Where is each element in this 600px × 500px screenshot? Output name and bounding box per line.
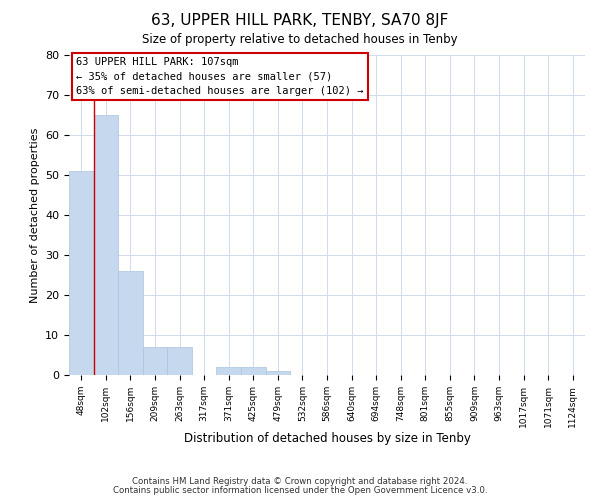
Bar (241, 367, 266, 375)
Bar (118, 271, 143, 375)
Text: Size of property relative to detached houses in Tenby: Size of property relative to detached ho… (142, 32, 458, 46)
Text: Contains public sector information licensed under the Open Government Licence v3: Contains public sector information licen… (113, 486, 487, 495)
Bar (143, 347, 167, 375)
Bar (266, 371, 290, 375)
Bar (167, 347, 192, 375)
Bar (94, 115, 118, 375)
X-axis label: Distribution of detached houses by size in Tenby: Distribution of detached houses by size … (184, 432, 470, 446)
Text: Contains HM Land Registry data © Crown copyright and database right 2024.: Contains HM Land Registry data © Crown c… (132, 477, 468, 486)
Bar (217, 367, 241, 375)
Text: 63 UPPER HILL PARK: 107sqm
← 35% of detached houses are smaller (57)
63% of semi: 63 UPPER HILL PARK: 107sqm ← 35% of deta… (76, 57, 364, 96)
Bar (69, 171, 94, 375)
Y-axis label: Number of detached properties: Number of detached properties (29, 128, 40, 302)
Text: 63, UPPER HILL PARK, TENBY, SA70 8JF: 63, UPPER HILL PARK, TENBY, SA70 8JF (151, 12, 449, 28)
